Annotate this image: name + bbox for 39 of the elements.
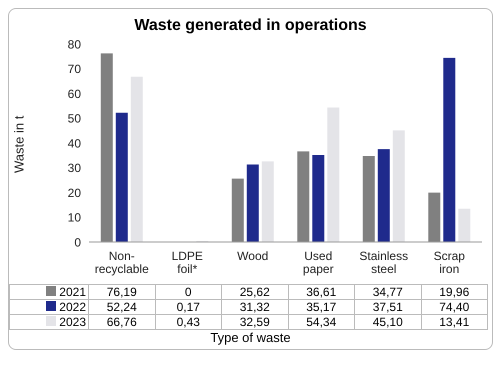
data-label: 36,61 [288, 284, 354, 300]
y-axis-title: Waste in t [12, 115, 27, 173]
y-tick-label: 30 [68, 161, 82, 176]
data-label: 19,96 [421, 284, 488, 300]
x-tick-label: Stainless steel [359, 249, 408, 276]
x-axis-title: Type of waste [209, 330, 292, 345]
x-tick-label: LDPE foil* [172, 249, 203, 276]
legend-label: 2022 [10, 300, 88, 314]
data-label: 66,76 [88, 314, 155, 330]
y-tick-label: 50 [68, 112, 82, 126]
y-tick-label: 0 [74, 235, 82, 250]
data-label: 0,43 [155, 314, 222, 330]
y-tick-label: 40 [68, 136, 82, 150]
legend-label: 2021 [10, 284, 88, 300]
y-tick-label: 60 [68, 86, 82, 101]
x-tick-label: Scrap iron [434, 249, 466, 276]
data-label: 54,34 [288, 314, 354, 330]
x-tick-label: Non-recyclable [94, 249, 150, 276]
data-label: 0,17 [155, 300, 222, 314]
chart-title: Waste generated in operations [133, 16, 368, 36]
data-label: 45,10 [354, 314, 421, 330]
y-tick-label: 80 [68, 37, 82, 52]
data-label: 35,17 [288, 300, 354, 314]
data-label: 37,51 [354, 300, 421, 314]
data-label: 25,62 [222, 284, 288, 300]
y-tick-label: 20 [68, 186, 82, 200]
data-label: 0 [155, 284, 222, 300]
data-label: 52,24 [88, 300, 155, 314]
y-tick-label: 70 [68, 62, 82, 76]
data-label: 13,41 [421, 314, 488, 330]
data-label: 31,32 [222, 300, 288, 314]
data-label: 76,19 [88, 284, 155, 300]
x-tick-label: Used paper [302, 249, 334, 276]
x-tick-label: Wood [237, 249, 268, 263]
legend-label: 2023 [10, 314, 88, 330]
data-label: 32,59 [222, 314, 288, 330]
data-label: 74,40 [421, 300, 488, 314]
y-tick-label: 10 [68, 210, 82, 225]
data-label: 34,77 [354, 284, 421, 300]
